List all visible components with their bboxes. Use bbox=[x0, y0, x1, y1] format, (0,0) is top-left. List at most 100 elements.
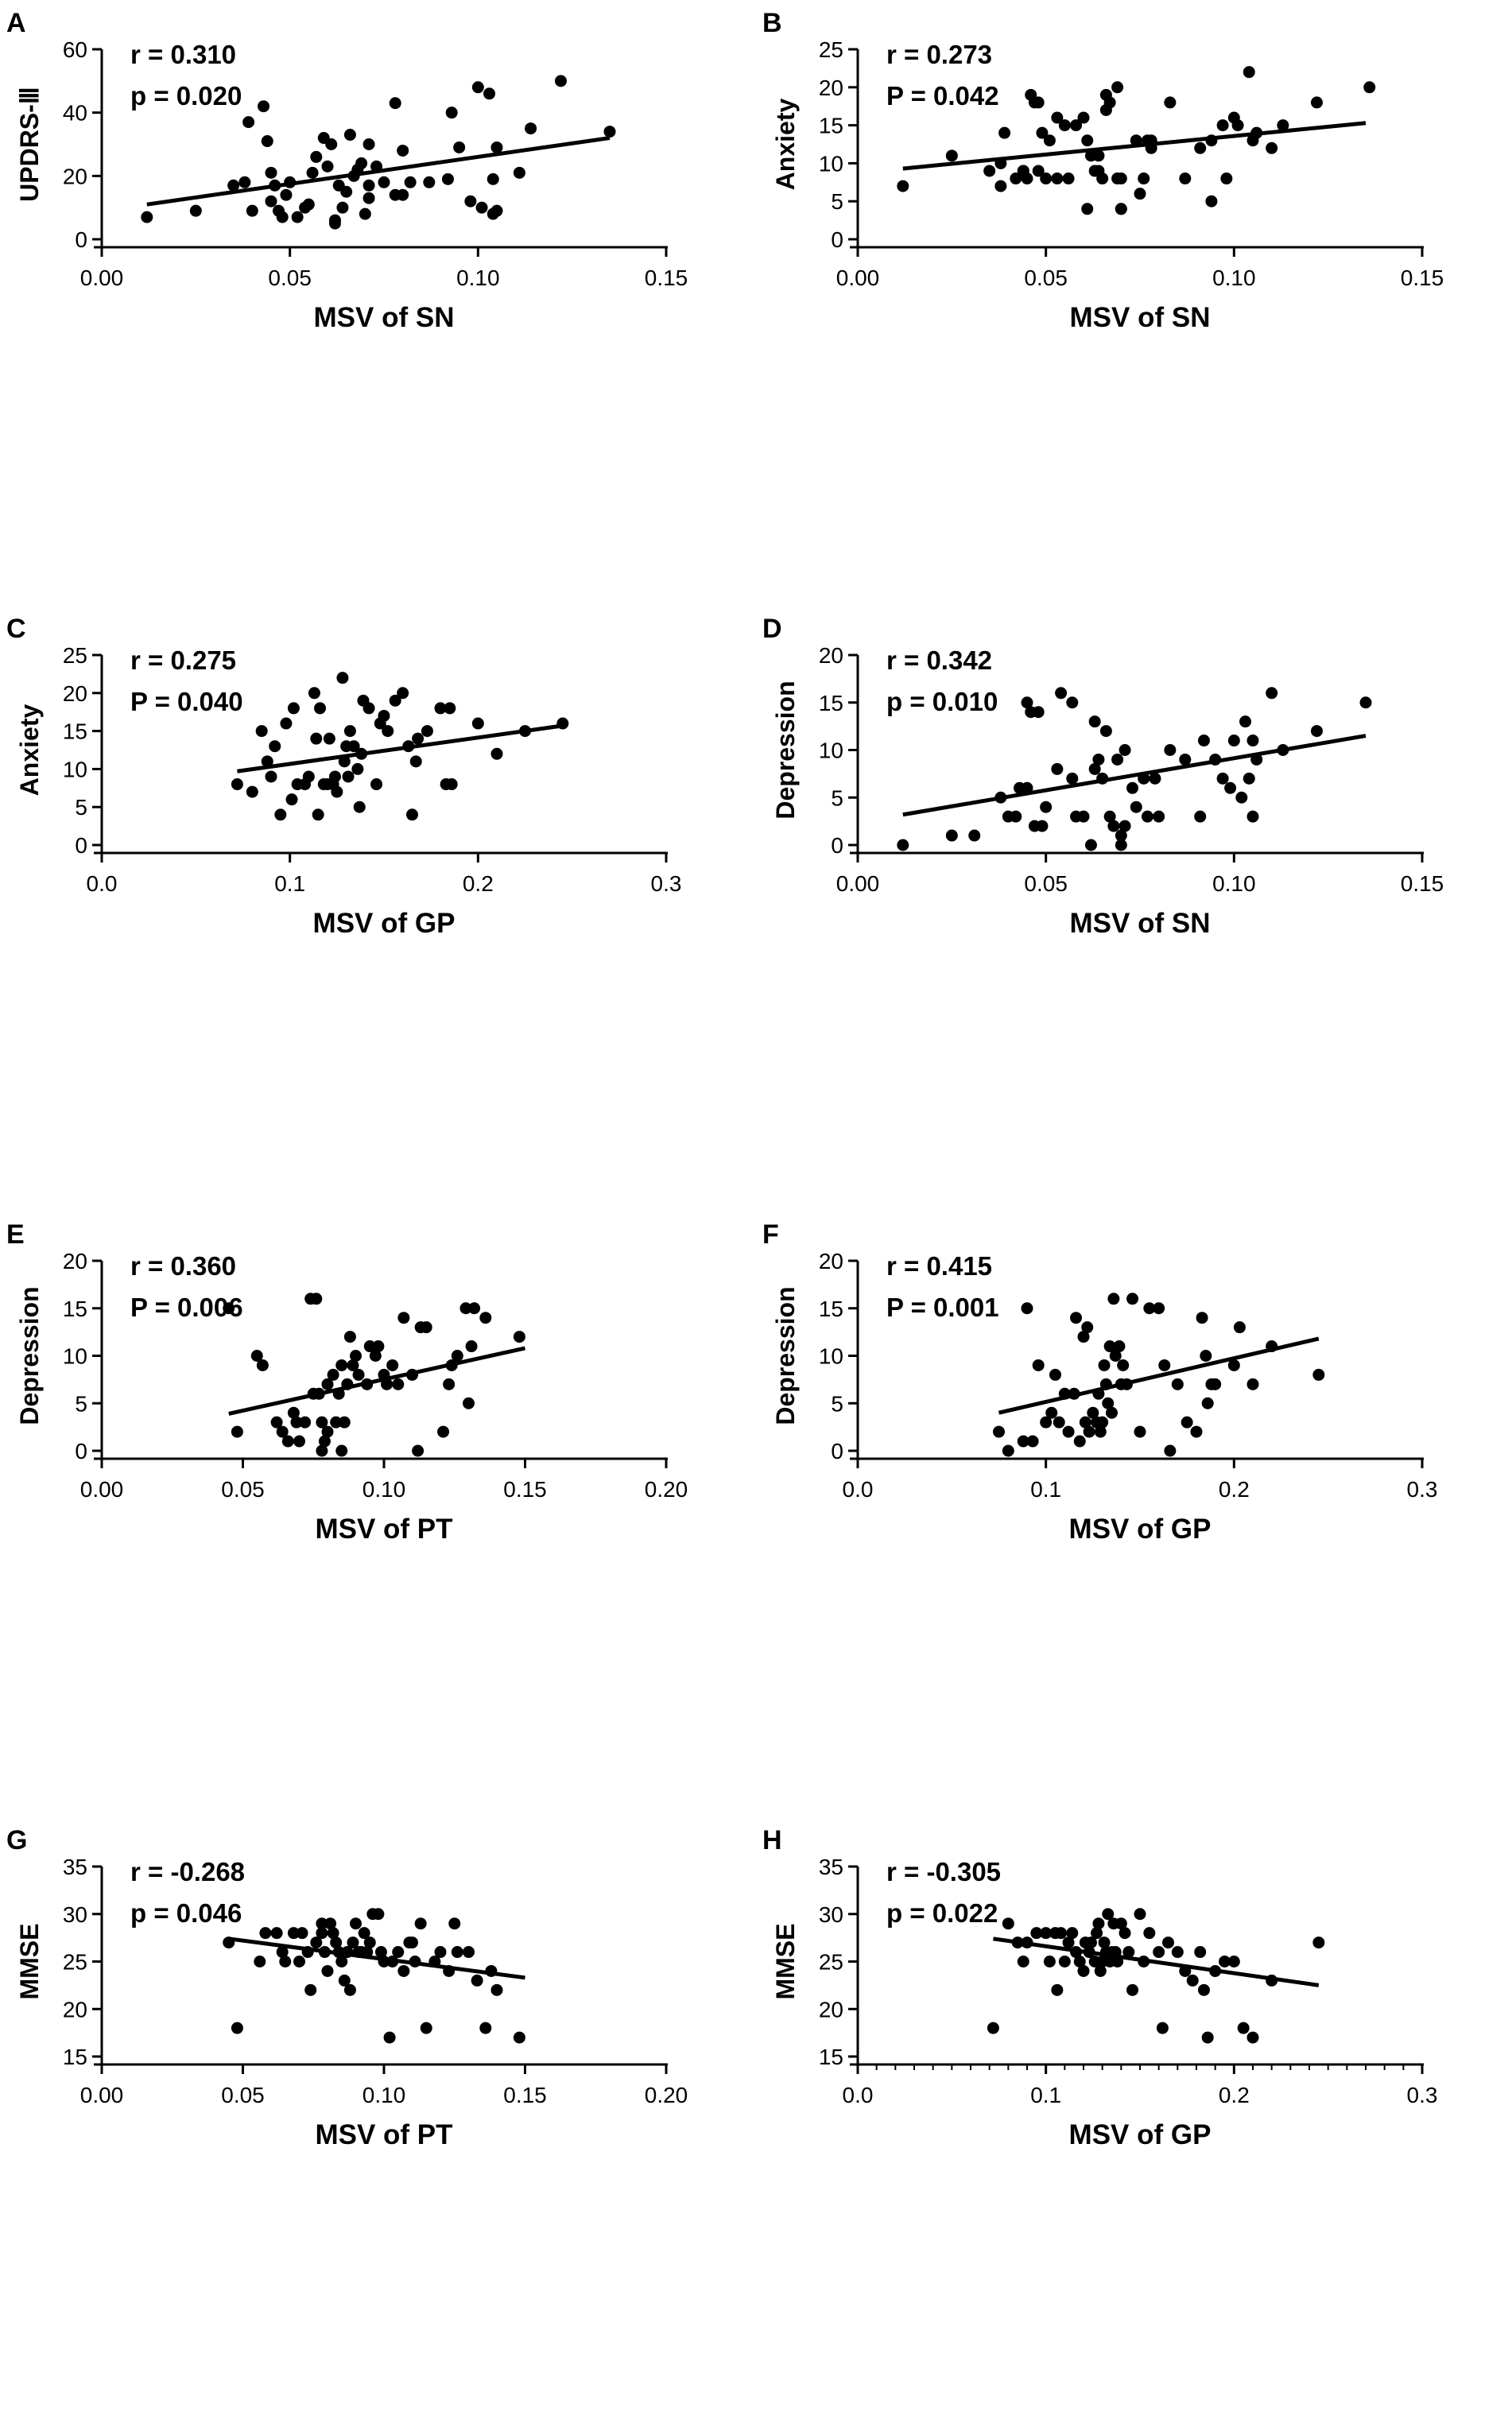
data-point bbox=[1194, 142, 1207, 154]
y-tick-label: 35 bbox=[63, 1855, 87, 1879]
data-point bbox=[1107, 1293, 1120, 1305]
data-point bbox=[352, 1368, 365, 1381]
data-point bbox=[318, 1435, 331, 1448]
data-point bbox=[1102, 1397, 1115, 1409]
y-tick-label: 5 bbox=[831, 189, 843, 214]
y-tick-label: 25 bbox=[63, 643, 87, 668]
data-point bbox=[1051, 762, 1064, 775]
stat-text: r = -0.268 bbox=[130, 1857, 245, 1886]
data-point bbox=[189, 204, 202, 217]
data-point bbox=[1216, 119, 1229, 132]
data-point bbox=[338, 1416, 351, 1429]
data-point bbox=[513, 2031, 525, 2044]
data-point bbox=[302, 198, 315, 211]
data-point bbox=[392, 1378, 405, 1390]
data-point bbox=[437, 1425, 450, 1438]
panel-label: B bbox=[762, 8, 782, 38]
data-point bbox=[269, 740, 281, 753]
y-axis-title: Depression bbox=[15, 1286, 44, 1425]
data-point bbox=[513, 166, 525, 179]
data-point bbox=[993, 1425, 1005, 1438]
data-point bbox=[1126, 1293, 1139, 1305]
data-point bbox=[945, 829, 958, 842]
data-point bbox=[1062, 1936, 1075, 1949]
data-point bbox=[287, 1406, 300, 1419]
y-tick-label: 25 bbox=[63, 1950, 87, 1975]
data-point bbox=[945, 149, 958, 162]
data-point bbox=[451, 1946, 463, 1959]
data-point bbox=[1143, 1302, 1156, 1315]
data-point bbox=[1197, 1983, 1210, 1996]
stat-text: p = 0.022 bbox=[886, 1898, 998, 1928]
data-point bbox=[554, 75, 567, 87]
data-point bbox=[1209, 1378, 1222, 1390]
data-point bbox=[1201, 2031, 1214, 2044]
data-point bbox=[1002, 1917, 1014, 1930]
y-tick-label: 20 bbox=[63, 1249, 87, 1274]
stat-text: P = 0.040 bbox=[130, 687, 243, 716]
x-tick-label: 0.2 bbox=[1219, 2083, 1250, 2107]
data-point bbox=[420, 1321, 432, 1334]
data-point bbox=[310, 1936, 323, 1949]
y-tick-label: 10 bbox=[819, 151, 843, 176]
data-point bbox=[1359, 696, 1372, 709]
data-point bbox=[1051, 1983, 1064, 1996]
y-tick-label: 20 bbox=[819, 1997, 843, 2022]
panel-label: F bbox=[762, 1219, 779, 1250]
data-point bbox=[279, 1956, 292, 1967]
data-point bbox=[1126, 1983, 1139, 1996]
data-point bbox=[1134, 1908, 1146, 1921]
data-point bbox=[308, 687, 320, 700]
data-point bbox=[343, 725, 356, 738]
data-point bbox=[483, 87, 496, 100]
data-point bbox=[362, 192, 375, 204]
y-tick-label: 15 bbox=[819, 114, 843, 138]
x-tick-label: 0.1 bbox=[1030, 1477, 1061, 1502]
x-tick-label: 0.05 bbox=[1024, 266, 1068, 290]
y-tick-label: 10 bbox=[819, 1344, 843, 1369]
y-tick-label: 0 bbox=[75, 833, 87, 858]
data-point bbox=[1126, 781, 1139, 794]
data-point bbox=[1113, 1340, 1126, 1353]
data-point bbox=[321, 1378, 334, 1390]
data-point bbox=[1153, 1302, 1165, 1315]
data-point bbox=[463, 1397, 475, 1409]
data-point bbox=[342, 770, 355, 783]
stat-text: r = 0.342 bbox=[886, 645, 992, 675]
data-point bbox=[1040, 1416, 1053, 1429]
data-point bbox=[325, 138, 338, 150]
data-point bbox=[1118, 744, 1131, 756]
data-point bbox=[261, 135, 273, 148]
data-point bbox=[358, 1927, 370, 1940]
data-point bbox=[347, 740, 360, 753]
data-point bbox=[1032, 96, 1045, 109]
data-point bbox=[330, 1416, 343, 1429]
x-tick-label: 0.00 bbox=[80, 1477, 124, 1502]
data-point bbox=[1266, 142, 1278, 154]
data-point bbox=[374, 1946, 387, 1959]
data-point bbox=[290, 1416, 303, 1429]
data-point bbox=[1111, 753, 1124, 766]
x-tick-label: 0.10 bbox=[456, 266, 500, 290]
x-tick-label: 0.2 bbox=[463, 871, 494, 896]
data-point bbox=[1194, 810, 1207, 823]
data-point bbox=[1051, 173, 1064, 185]
data-point bbox=[316, 1917, 328, 1930]
data-point bbox=[246, 785, 258, 798]
data-point bbox=[1310, 725, 1323, 738]
data-point bbox=[1103, 96, 1116, 109]
data-point bbox=[1062, 173, 1075, 185]
data-point bbox=[1087, 1406, 1099, 1419]
panel-label: D bbox=[762, 614, 782, 644]
y-tick-label: 20 bbox=[819, 76, 843, 100]
data-point bbox=[340, 185, 353, 198]
data-point bbox=[1117, 1359, 1130, 1371]
data-point bbox=[1134, 1425, 1146, 1438]
data-point bbox=[1096, 173, 1109, 185]
data-point bbox=[1312, 1368, 1325, 1381]
data-point bbox=[312, 808, 324, 821]
regression-line bbox=[993, 1936, 1320, 1987]
data-point bbox=[463, 1946, 475, 1959]
x-tick-label: 0.1 bbox=[274, 871, 305, 896]
data-point bbox=[1171, 1946, 1184, 1959]
